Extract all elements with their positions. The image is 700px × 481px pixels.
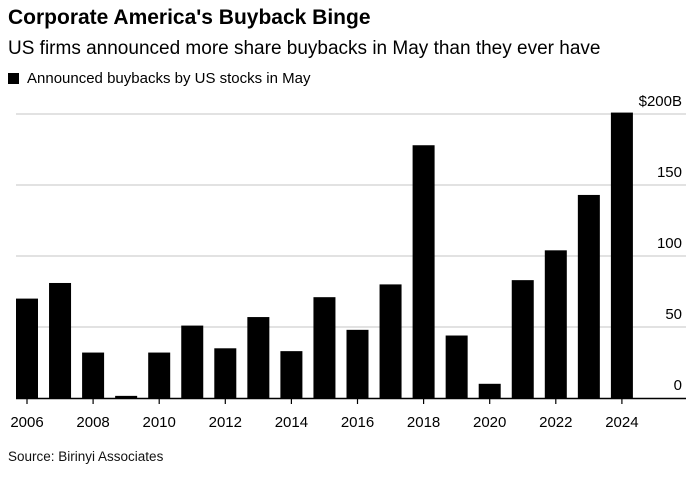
bar-2023 [577, 194, 600, 398]
bar-2012 [214, 348, 237, 398]
legend: Announced buybacks by US stocks in May [8, 70, 310, 87]
y-tick-label: 100 [657, 235, 682, 252]
y-tick-label: $200B [639, 93, 682, 110]
x-tick-label: 2010 [143, 414, 176, 431]
y-tick-label: 0 [674, 377, 682, 394]
x-tick-label: 2012 [209, 414, 242, 431]
bar-2015 [313, 297, 336, 398]
x-tick-label: 2014 [275, 414, 308, 431]
y-tick-label: 150 [657, 164, 682, 181]
bar-2008 [82, 352, 105, 398]
x-tick-label: 2008 [76, 414, 109, 431]
bar-2016 [346, 329, 369, 398]
bar-2024 [610, 112, 633, 398]
bar-2020 [478, 383, 501, 398]
bar-2022 [544, 250, 567, 398]
bar-2009 [115, 395, 138, 398]
bar-2010 [148, 352, 171, 398]
x-tick-label: 2016 [341, 414, 374, 431]
bar-2014 [280, 351, 303, 398]
x-tick-label: 2024 [605, 414, 638, 431]
bar-2007 [49, 282, 72, 398]
y-tick-label: 50 [665, 306, 682, 323]
chart-subtitle: US firms announced more share buybacks i… [8, 38, 601, 59]
bar-2006 [16, 298, 38, 398]
bar-2011 [181, 325, 204, 398]
legend-swatch [8, 73, 19, 84]
x-tick-label: 2022 [539, 414, 572, 431]
bar-2021 [511, 280, 534, 398]
bar-2013 [247, 317, 270, 398]
source-note: Source: Birinyi Associates [8, 449, 164, 464]
x-tick-label: 2006 [10, 414, 43, 431]
x-tick-label: 2018 [407, 414, 440, 431]
chart-title: Corporate America's Buyback Binge [8, 6, 371, 29]
bar-2018 [412, 145, 435, 398]
legend-label: Announced buybacks by US stocks in May [27, 70, 311, 87]
bar-2017 [379, 284, 402, 398]
bar-2019 [445, 335, 468, 398]
x-tick-label: 2020 [473, 414, 506, 431]
